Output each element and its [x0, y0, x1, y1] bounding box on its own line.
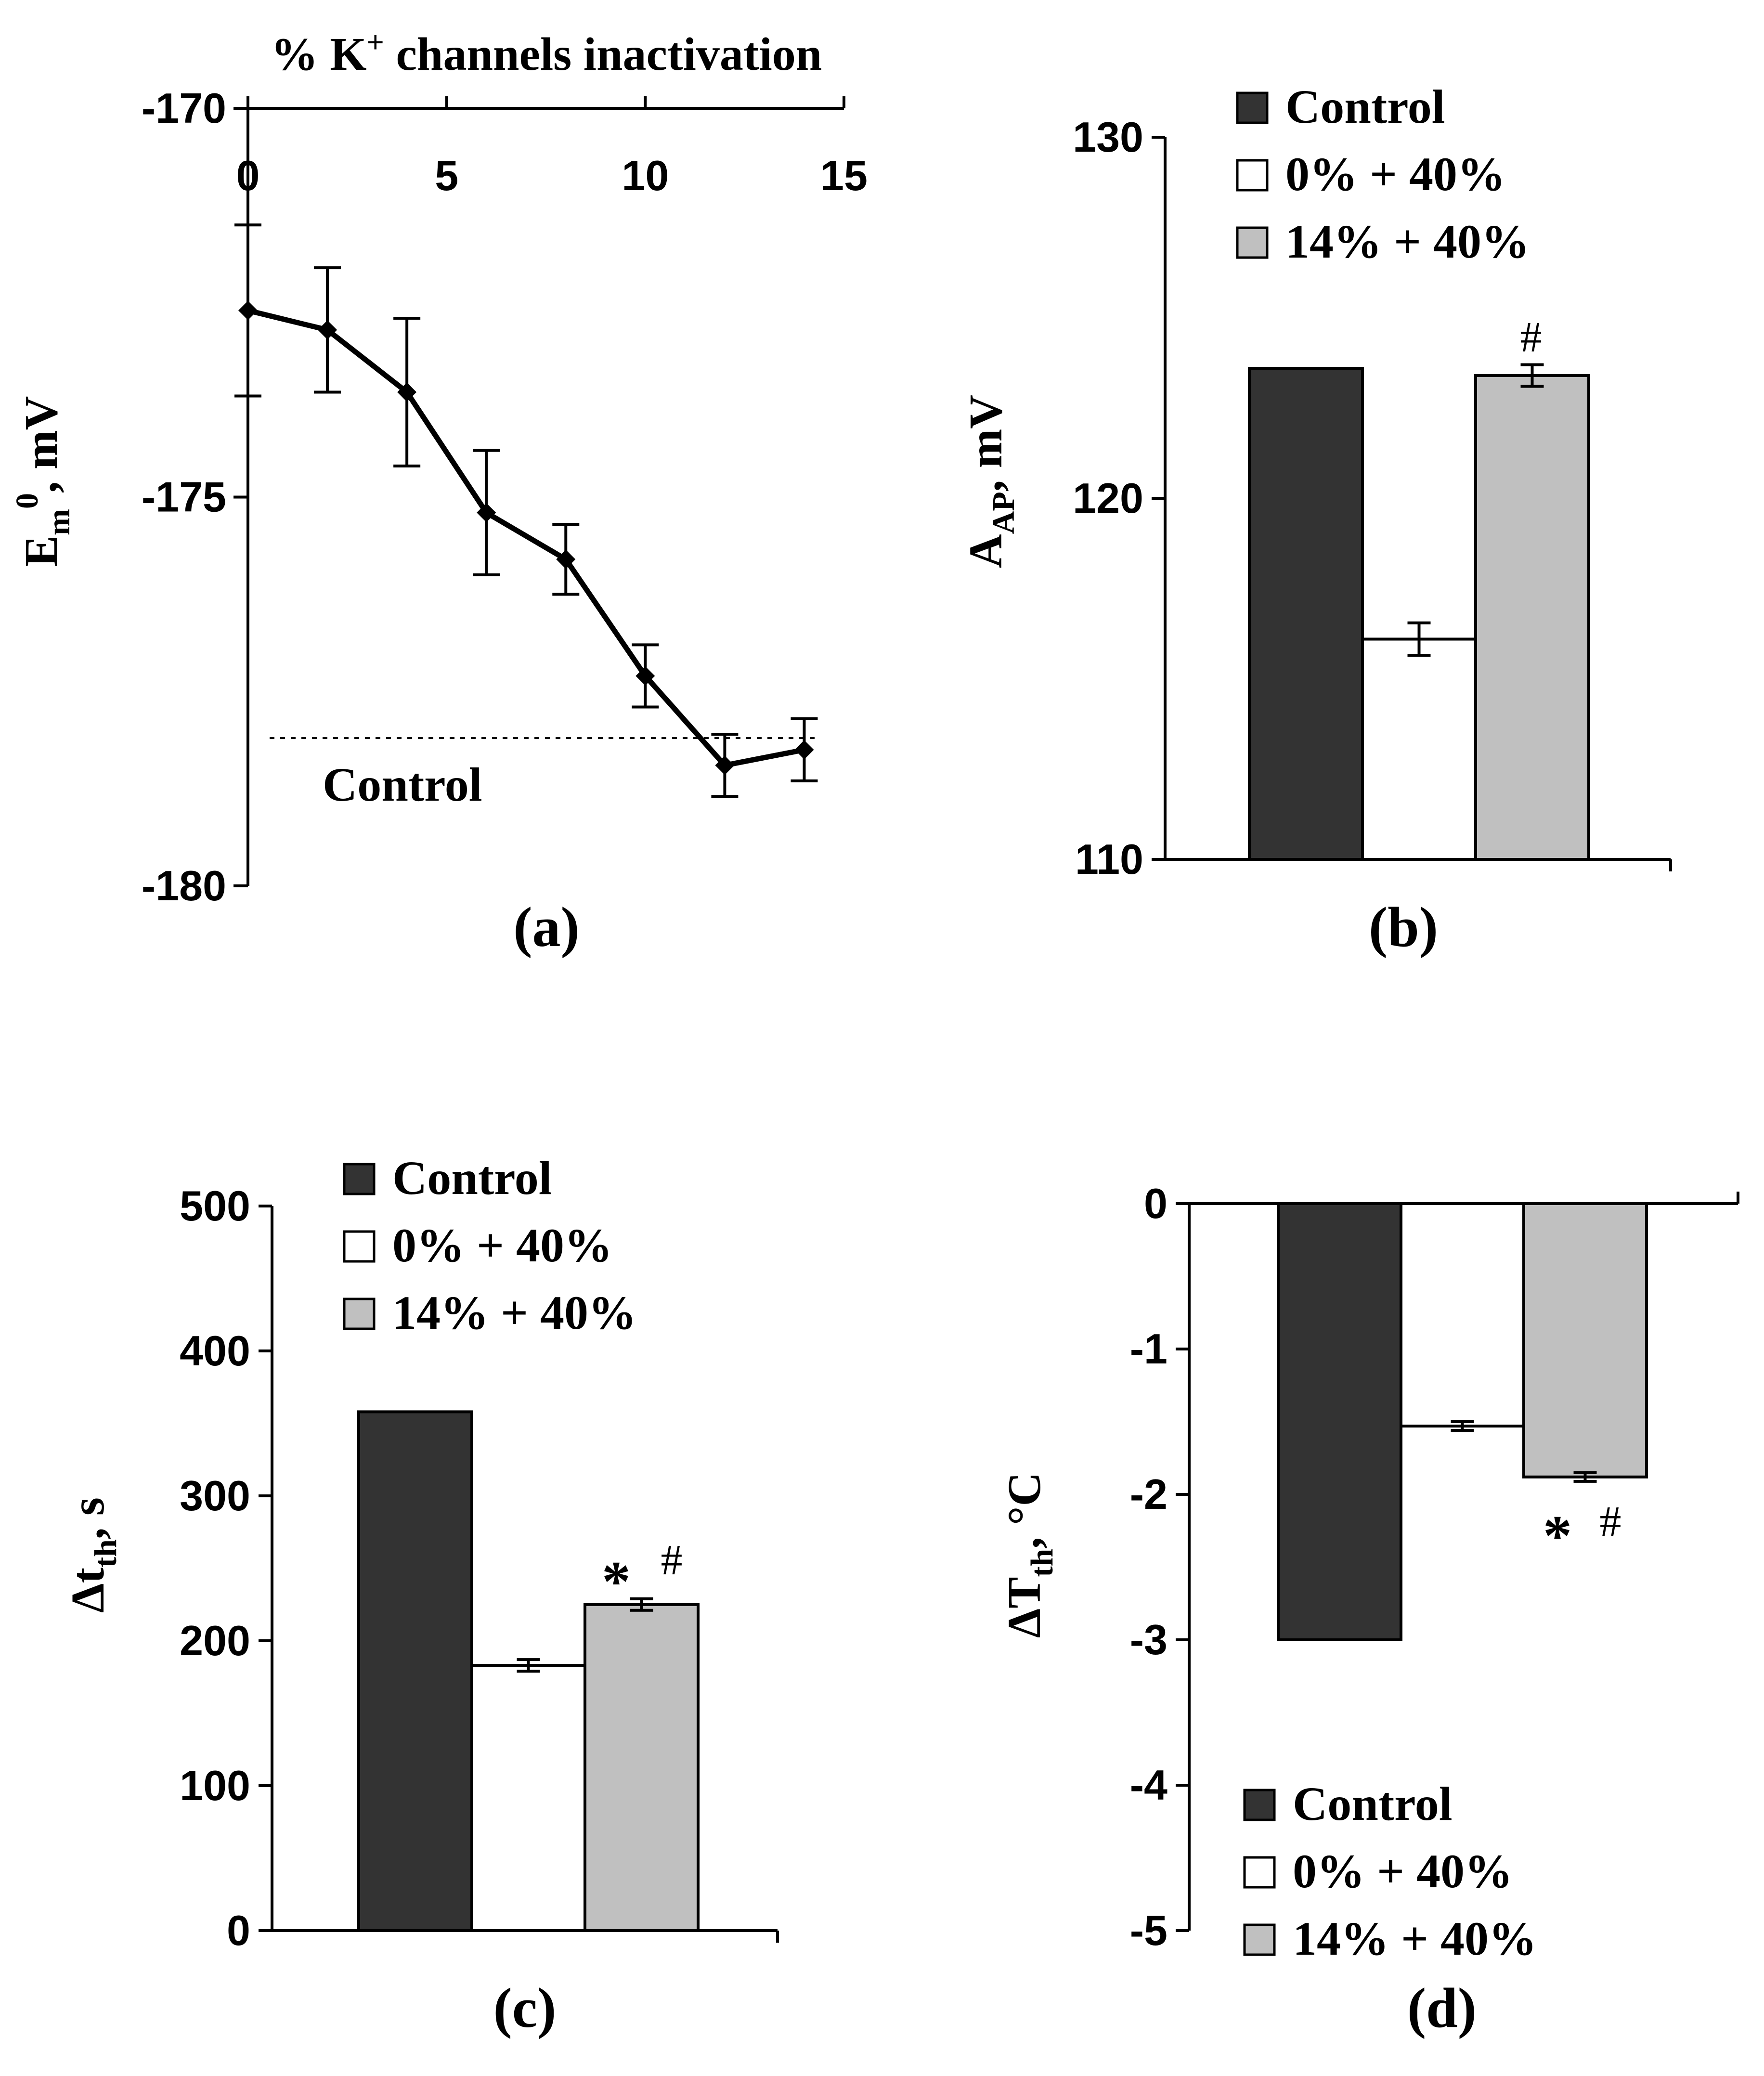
- panel-c-bar-chart: 500 400 300 200 100 0 Δtth, s * # Control 0% + 40%…: [62, 1151, 779, 2039]
- y-tick-label: -4: [1130, 1761, 1167, 1809]
- significance-hash: #: [1520, 313, 1542, 361]
- bar-1: [1400, 1202, 1525, 1428]
- y-axis-title: Em0, mV: [10, 396, 77, 567]
- y-tick-label: -2: [1130, 1470, 1167, 1518]
- legend-swatch: [1243, 1923, 1276, 1956]
- y-tick-label: -175: [142, 473, 226, 521]
- y-tick-label: -170: [142, 84, 226, 132]
- legend-label: 0% + 40%: [1285, 147, 1505, 201]
- data-point: [397, 382, 417, 402]
- y-tick-label: 300: [180, 1472, 250, 1519]
- bar-2: [1474, 374, 1590, 861]
- legend-swatch: [1236, 91, 1269, 124]
- y-tick-label: 200: [180, 1617, 250, 1664]
- bar-1: [470, 1664, 586, 1932]
- y-tick-label: -1: [1130, 1325, 1167, 1373]
- data-point: [636, 666, 655, 686]
- y-axis-title: ΔTth, °C: [999, 1472, 1060, 1638]
- legend-swatch: [343, 1298, 376, 1330]
- y-tick-label: -5: [1130, 1907, 1167, 1954]
- data-point: [556, 549, 576, 569]
- data-point: [238, 300, 258, 320]
- y-axis-title: AAP, mV: [960, 395, 1021, 568]
- legend-swatch: [1236, 226, 1269, 259]
- panel-label: (d): [1407, 1976, 1477, 2039]
- legend-swatch: [343, 1163, 376, 1195]
- significance-hash: #: [661, 1536, 683, 1584]
- data-point: [794, 740, 814, 760]
- data-point: [318, 320, 337, 340]
- y-tick-label: -180: [142, 862, 226, 909]
- legend-label: 0% + 40%: [392, 1219, 612, 1272]
- x-axis-title: % K+ channels inactivation: [271, 25, 822, 80]
- legend-swatch: [343, 1230, 376, 1263]
- significance-hash: #: [1600, 1498, 1621, 1545]
- legend-label: 14% + 40%: [1285, 215, 1530, 268]
- data-point: [715, 755, 735, 775]
- legend-label: Control: [1285, 80, 1445, 133]
- y-tick-label: 500: [180, 1182, 250, 1230]
- data-point: [477, 503, 496, 522]
- significance-star: *: [602, 1549, 631, 1613]
- x-tick-label: 15: [820, 152, 868, 199]
- y-tick-label: 130: [1073, 113, 1143, 161]
- legend-label: 14% + 40%: [1293, 1912, 1537, 1965]
- bar-0: [1277, 1202, 1402, 1641]
- y-axis-title: Δtth, s: [62, 1497, 123, 1613]
- bar-0: [357, 1410, 473, 1932]
- bar-2: [584, 1603, 700, 1932]
- legend-label: 0% + 40%: [1293, 1844, 1513, 1898]
- x-tick-label: 0: [236, 152, 260, 199]
- y-tick-label: 0: [227, 1907, 250, 1954]
- control-line-label: Control: [323, 758, 482, 811]
- x-tick-label: 10: [622, 152, 669, 199]
- y-tick-label: 110: [1075, 835, 1143, 883]
- panel-label: (b): [1369, 895, 1438, 959]
- bar-2: [1522, 1202, 1648, 1479]
- panel-b-bar-chart: 130 120 110 AAP, mV # Control 0% + 40% 14% + 40…: [960, 80, 1672, 959]
- series-line: [247, 308, 805, 768]
- legend-swatch: [1236, 159, 1269, 192]
- legend-label: Control: [392, 1151, 552, 1205]
- x-tick-label: 5: [435, 152, 458, 199]
- legend-label: Control: [1293, 1777, 1453, 1830]
- panel-label-a: (a): [513, 895, 580, 959]
- y-tick-label: -3: [1130, 1616, 1167, 1663]
- bar-0: [1248, 367, 1364, 861]
- legend-swatch: [1243, 1856, 1276, 1889]
- panel-label: (c): [493, 1976, 557, 2039]
- y-tick-label: 0: [1144, 1180, 1167, 1227]
- legend-swatch: [1243, 1789, 1276, 1821]
- legend-label: 14% + 40%: [392, 1286, 636, 1339]
- y-tick-label: 120: [1073, 474, 1143, 522]
- y-tick-label: 400: [180, 1327, 250, 1375]
- bar-1: [1361, 637, 1477, 861]
- y-tick-label: 100: [180, 1762, 250, 1809]
- panel-d-bar-chart: 0 -1 -2 -3 -4 -5 ΔTth, °C * # Control 0% + 40% 14% …: [999, 1180, 1739, 2039]
- panel-a-line-chart: -170 -175 -180 0 5 10 15 % K+ channels inactiva…: [10, 25, 868, 959]
- significance-star: *: [1543, 1504, 1572, 1568]
